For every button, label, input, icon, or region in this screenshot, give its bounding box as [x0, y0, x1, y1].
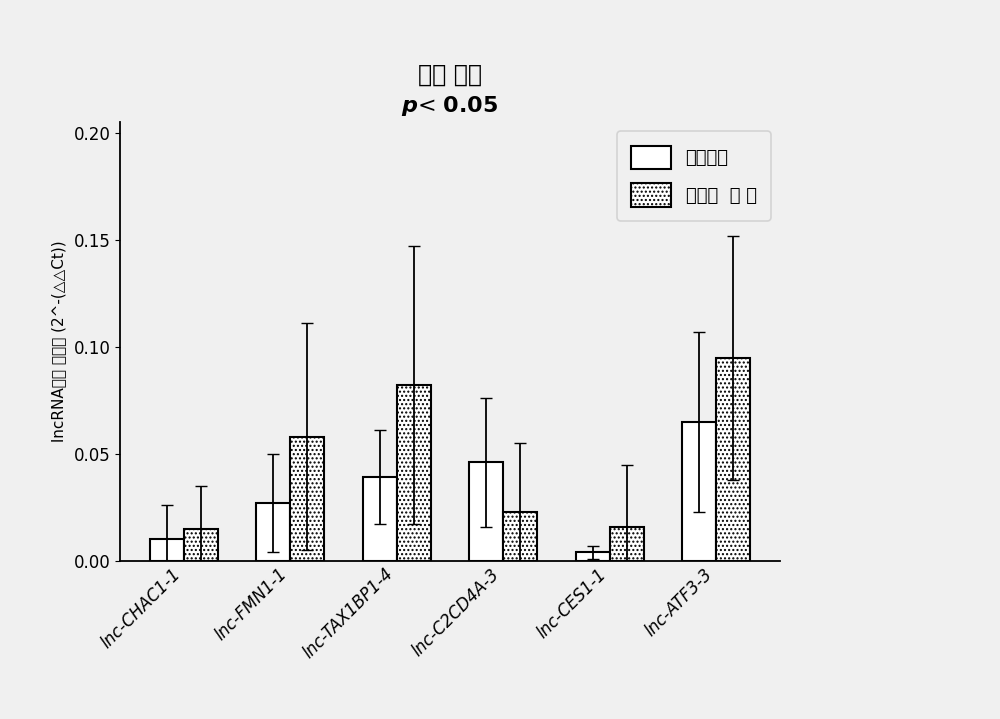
Bar: [290, 436, 324, 561]
Text: 血清 组织: 血清 组织: [418, 63, 482, 87]
Bar: [576, 552, 610, 561]
Bar: [610, 526, 644, 561]
Text: $\bfit{p}$< $\mathbf{0.05}$: $\bfit{p}$< $\mathbf{0.05}$: [401, 94, 499, 118]
Bar: [184, 528, 218, 561]
Bar: [716, 357, 750, 561]
Bar: [503, 512, 537, 561]
Bar: [682, 422, 716, 561]
Bar: [150, 539, 184, 561]
Bar: [397, 385, 431, 561]
Bar: [256, 503, 290, 561]
Bar: [469, 462, 503, 561]
Legend: 正常对照, 复发性  流 产: 正常对照, 复发性 流 产: [617, 132, 771, 221]
Y-axis label: lncRNA相对 表达量 (2^-(△△Ct)): lncRNA相对 表达量 (2^-(△△Ct)): [51, 241, 66, 442]
Bar: [363, 477, 397, 561]
